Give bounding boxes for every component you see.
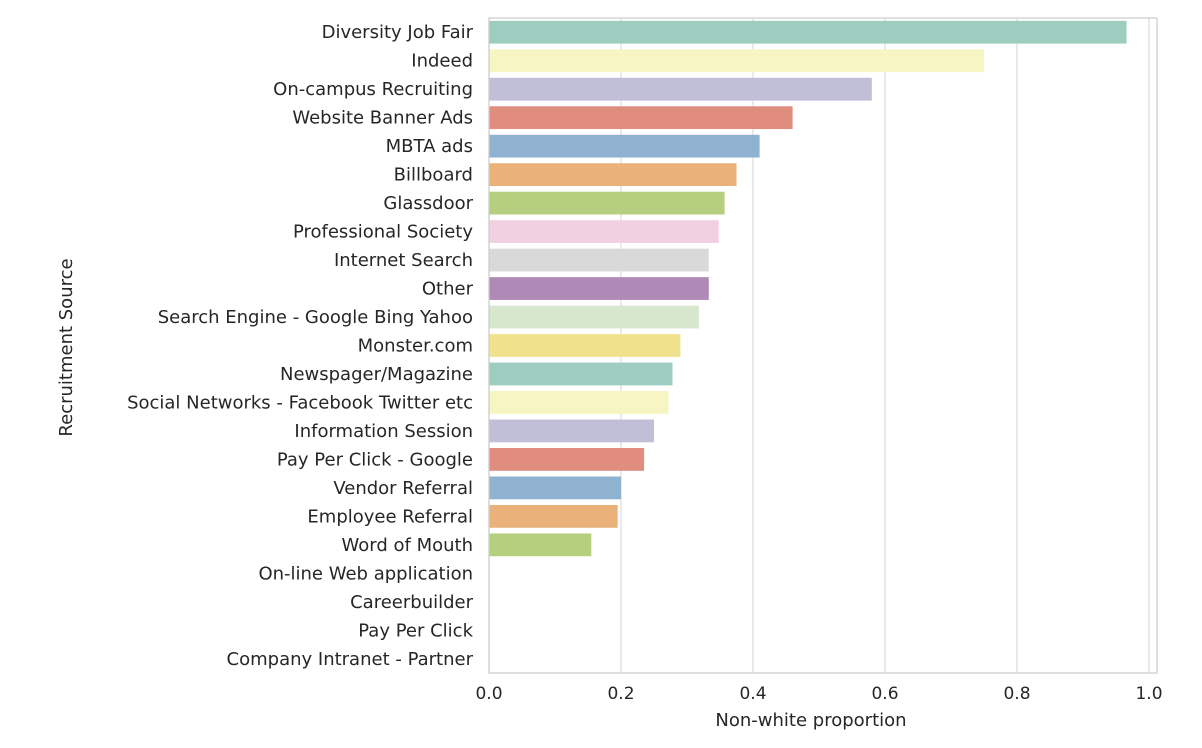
bar bbox=[489, 77, 872, 101]
bar bbox=[489, 163, 737, 187]
bar bbox=[489, 391, 669, 414]
bar bbox=[489, 448, 645, 471]
y-tick-label: Billboard bbox=[394, 165, 473, 186]
x-axis-title: Non-white proportion bbox=[715, 710, 906, 731]
y-tick-label: MBTA ads bbox=[386, 136, 473, 157]
bar bbox=[489, 419, 654, 443]
bar bbox=[489, 49, 984, 73]
y-tick-label: Indeed bbox=[411, 51, 473, 72]
bar bbox=[489, 305, 699, 329]
plot-frame bbox=[488, 17, 1158, 674]
y-tick-label: Employee Referral bbox=[307, 506, 473, 527]
bar bbox=[489, 248, 709, 272]
y-tick-label: Newspager/Magazine bbox=[280, 364, 473, 385]
y-tick-label: Monster.com bbox=[358, 336, 473, 357]
y-tick-label: Glassdoor bbox=[383, 193, 473, 214]
x-tick-label: 0.2 bbox=[607, 684, 634, 704]
bar bbox=[489, 476, 621, 500]
y-tick-label: On-campus Recruiting bbox=[273, 79, 473, 100]
x-tick-label: 0.0 bbox=[475, 684, 502, 704]
x-tick-label: 0.6 bbox=[871, 684, 898, 704]
x-tick-labels: 0.0 0.2 0.4 0.6 0.8 1.0 bbox=[475, 684, 1162, 704]
bar bbox=[489, 106, 793, 130]
x-tick-label: 0.8 bbox=[1003, 684, 1030, 704]
y-tick-label: Information Session bbox=[294, 421, 473, 442]
bar bbox=[489, 20, 1127, 44]
bar bbox=[489, 334, 681, 357]
y-tick-labels: Diversity Job Fair Indeed On-campus Recrui… bbox=[127, 22, 474, 670]
y-tick-label: Company Intranet - Partner bbox=[227, 649, 474, 670]
x-tick-label: 1.0 bbox=[1135, 684, 1162, 704]
bar bbox=[489, 191, 725, 215]
y-tick-label: Diversity Job Fair bbox=[322, 22, 474, 43]
y-tick-label: Word of Mouth bbox=[342, 535, 473, 556]
bar bbox=[489, 220, 719, 243]
y-tick-label: Other bbox=[422, 279, 474, 300]
bar bbox=[489, 134, 760, 158]
y-tick-label: Careerbuilder bbox=[350, 592, 473, 613]
bar bbox=[489, 277, 709, 300]
y-axis-title: Recruitment Source bbox=[56, 258, 77, 436]
y-tick-label: On-line Web application bbox=[258, 563, 473, 584]
y-tick-label: Website Banner Ads bbox=[292, 108, 473, 129]
x-tick-label: 0.4 bbox=[739, 684, 766, 704]
bar bbox=[489, 504, 618, 528]
y-tick-label: Pay Per Click bbox=[358, 620, 473, 641]
y-tick-label: Search Engine - Google Bing Yahoo bbox=[158, 307, 473, 328]
bar bbox=[489, 533, 592, 557]
bar bbox=[489, 362, 673, 386]
y-tick-label: Internet Search bbox=[334, 250, 473, 271]
y-tick-label: Professional Society bbox=[293, 222, 473, 243]
y-tick-label: Social Networks - Facebook Twitter etc bbox=[127, 392, 473, 413]
y-tick-label: Pay Per Click - Google bbox=[277, 449, 473, 470]
bars bbox=[489, 20, 1127, 557]
y-tick-label: Vendor Referral bbox=[333, 478, 473, 499]
